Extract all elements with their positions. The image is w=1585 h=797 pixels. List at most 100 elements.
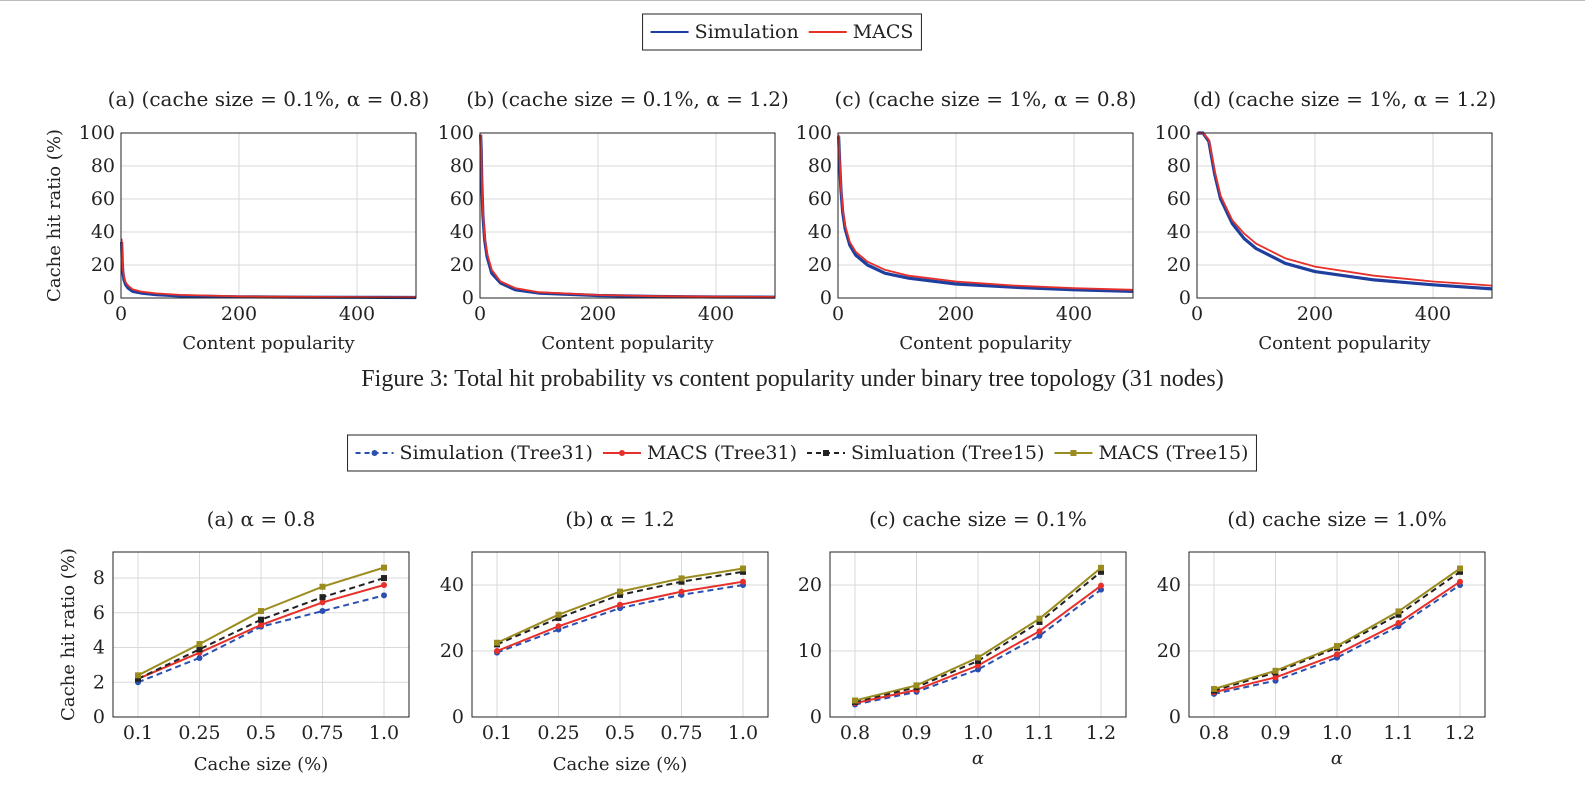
data-point [135,672,141,679]
legend-label: MACS (Tree31) [647,442,797,464]
fig3-chart-a: 0 20 40 60 80 100 0 200 400 (a) (cache size = 0.1… [44,87,429,354]
y-tick-label: 40 [1157,574,1181,596]
legend-label: MACS (Tree15) [1098,442,1248,464]
y-tick-label: 40 [1167,221,1191,243]
legend-label: Simulation [695,21,799,43]
data-point [1272,667,1279,674]
figure4-legend: Simulation (Tree31) MACS (Tree31) Simluati… [347,434,1257,472]
data-point [678,575,685,582]
x-tick-label: 0.5 [605,722,635,744]
data-point [678,588,685,595]
x-tick-label: 1.2 [1086,722,1116,744]
legend-entry: MACS (Tree31) [602,442,797,464]
x-axis-label: Cache size (%) [194,754,329,775]
y-tick-label: 20 [91,254,115,276]
data-point [852,697,858,704]
y-tick-label: 80 [91,155,115,177]
x-tick-label: 0.25 [178,722,220,744]
data-point [381,592,387,599]
plot-frame [829,551,1127,718]
y-tick-label: 80 [808,155,832,177]
chart-title: (a) (cache size = 0.1%, α = 0.8) [108,87,430,111]
chart-title: (c) (cache size = 1%, α = 0.8) [835,87,1137,111]
chart-title: (d) (cache size = 1%, α = 1.2) [1193,87,1497,111]
x-axis-label: Content popularity [899,333,1072,354]
series-line [137,577,385,680]
y-tick-label: 20 [450,254,474,276]
plot-frame [471,551,769,718]
series-line-macs [479,134,776,298]
x-tick-label: 1.0 [1322,722,1352,744]
data-point [196,641,203,648]
figure3-legend: Simulation MACS [642,13,922,51]
fig3-chart-d: 0 20 40 60 80 100 0 200 400 (d) (cache size = 1%,… [1155,87,1497,354]
y-axis-label: Cache hit ratio (%) [58,548,79,721]
plot-frame [1188,551,1486,718]
plot-frame [120,132,417,299]
chart-title: (c) cache size = 0.1% [869,507,1087,531]
legend-label: Simluation (Tree15) [851,442,1044,464]
x-tick-label: 400 [339,303,375,325]
plot-frame [479,132,776,299]
x-tick-label: 0.9 [1260,722,1290,744]
y-tick-label: 6 [93,602,105,624]
legend-label: Simulation (Tree31) [400,442,593,464]
data-point [1036,632,1043,639]
series-line-simulation [1197,131,1493,291]
x-tick-label: 200 [1297,303,1333,325]
y-tick-label: 100 [79,122,115,144]
y-tick-label: 20 [798,574,822,596]
y-tick-label: 60 [1167,188,1191,210]
y-tick-label: 80 [1167,155,1191,177]
x-axis-label: Content popularity [541,333,714,354]
y-tick-label: 20 [808,254,832,276]
y-tick-label: 0 [1169,706,1181,728]
legend-entry: Simulation (Tree31) [355,442,593,464]
series-line-macs [837,134,1134,291]
fig4-chart-a: 0 2 4 6 8 0.1 0.25 0.5 0.75 1.0 (a) α = 0.8 Cache s… [58,507,410,775]
data-point [1395,611,1402,618]
top-border [0,0,1585,1]
legend-label: MACS [853,21,914,43]
x-tick-label: 0 [832,303,844,325]
data-point [258,621,264,628]
legend-box [347,434,1257,472]
x-axis-label: α [972,748,984,769]
y-tick-label: 8 [93,567,105,589]
series-macs-tree31- [494,578,746,654]
series-macs-tree15- [1211,565,1463,692]
fig4-chart-b: 0 20 40 0.1 0.25 0.5 0.75 1.0 (b) α = 1.2 Cache s… [440,507,769,775]
figure3-caption: Figure 3: Total hit probability vs conte… [361,366,1224,392]
y-tick-label: 100 [796,122,832,144]
y-tick-label: 40 [808,221,832,243]
series-line-macs [1197,132,1493,287]
x-tick-label: 0.1 [123,722,153,744]
series-line-simulation [120,241,417,300]
series-macs-tree15- [852,564,1104,704]
x-tick-label: 0.75 [660,722,702,744]
x-tick-label: 1.0 [963,722,993,744]
data-point [740,568,746,575]
x-tick-label: 0.1 [482,722,512,744]
x-tick-label: 1.1 [1383,722,1413,744]
x-tick-label: 0 [1191,303,1203,325]
data-point [555,611,562,618]
y-tick-label: 20 [440,640,464,662]
y-tick-label: 0 [810,706,822,728]
chart-title: (b) (cache size = 0.1%, α = 1.2) [466,87,789,111]
legend-marker [1070,450,1077,456]
y-tick-label: 100 [1155,122,1191,144]
x-tick-label: 400 [698,303,734,325]
data-point [617,601,623,608]
x-tick-label: 0.25 [537,722,579,744]
y-tick-label: 4 [93,637,105,659]
data-point [913,682,920,689]
data-point [1457,578,1463,585]
y-tick-label: 60 [450,188,474,210]
data-point [1098,582,1104,589]
x-tick-label: 0.5 [246,722,276,744]
data-point [381,582,387,588]
y-tick-label: 40 [440,574,464,596]
data-point [1036,618,1043,625]
